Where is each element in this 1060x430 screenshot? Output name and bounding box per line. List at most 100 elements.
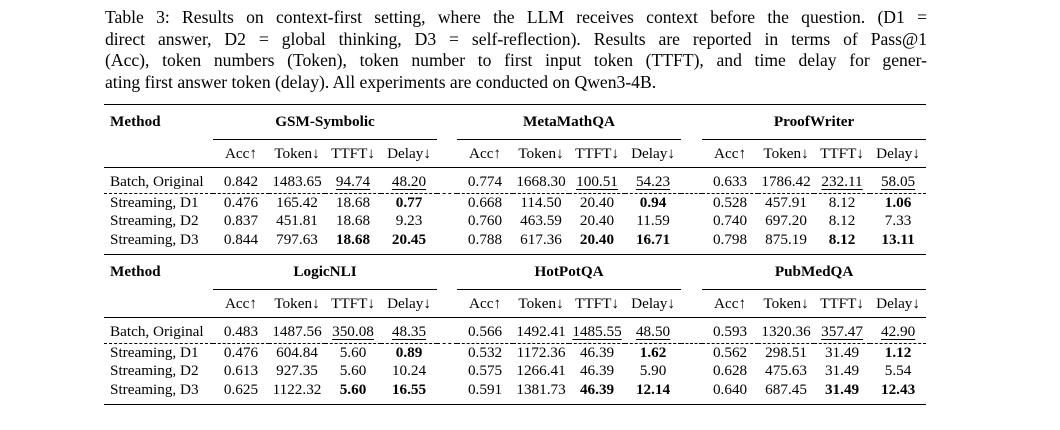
value-text: 357.47 — [821, 323, 863, 340]
column-spacer — [681, 290, 702, 318]
value-text: 687.45 — [765, 380, 807, 398]
caption-line: Table 3: Results on context-first settin… — [105, 7, 927, 27]
table-row: Streaming, D3 0.625 1122.32 5.60 16.55 0.591 1… — [104, 380, 927, 404]
column-spacer — [437, 168, 457, 194]
value-text: 797.63 — [276, 230, 318, 248]
value-cell: 94.74 — [325, 168, 381, 194]
table-row: Streaming, D3 0.844 797.63 18.68 20.45 0.788 6… — [104, 230, 927, 254]
value-cell: 0.842 — [213, 168, 269, 194]
value-cell: 10.24 — [381, 362, 437, 380]
value-text: 16.55 — [391, 380, 427, 398]
value-text: 5.60 — [339, 380, 367, 398]
value-text: 48.35 — [391, 323, 427, 340]
value-text: 0.575 — [467, 362, 503, 379]
value-text: 457.91 — [765, 194, 807, 211]
value-cell: 697.20 — [758, 212, 814, 230]
metric-header: Acc↑ — [224, 294, 258, 312]
value-cell: 0.77 — [381, 194, 437, 213]
metric-header: Token↓ — [518, 294, 564, 312]
value-cell: 0.591 — [457, 380, 513, 404]
value-cell: 5.60 — [325, 344, 381, 363]
metric-header: Token↓ — [274, 144, 320, 162]
value-cell: 0.476 — [213, 194, 269, 213]
value-text: 0.89 — [395, 344, 423, 361]
value-text: 463.59 — [520, 212, 562, 229]
value-cell: 927.35 — [269, 362, 325, 380]
value-cell: 8.12 — [814, 194, 870, 213]
value-cell: 58.05 — [870, 168, 926, 194]
value-text: 0.532 — [467, 344, 503, 361]
dataset-header-label: PubMedQA — [774, 262, 854, 280]
value-cell: 31.49 — [814, 344, 870, 363]
value-cell: 8.12 — [814, 230, 870, 254]
value-text: 475.63 — [765, 362, 807, 379]
metric-header: Token↓ — [274, 294, 320, 312]
value-text: 0.774 — [467, 173, 503, 190]
value-text: 5.90 — [639, 362, 667, 379]
metric-header: TTFT↓ — [575, 294, 619, 312]
metric-header: Acc↑ — [469, 294, 502, 312]
value-cell: 0.575 — [457, 362, 513, 380]
value-text: 1320.36 — [761, 323, 811, 340]
value-cell: 0.640 — [702, 380, 758, 404]
value-text: 0.476 — [223, 344, 259, 361]
value-text: 46.39 — [579, 344, 615, 361]
value-text: 1483.65 — [272, 173, 322, 190]
dataset-header-label: GSM-Symbolic — [275, 113, 375, 130]
value-text: 697.20 — [765, 212, 807, 229]
value-cell: 20.40 — [569, 212, 625, 230]
column-spacer — [437, 230, 457, 254]
value-text: 46.39 — [579, 362, 615, 379]
value-text: 48.20 — [391, 173, 427, 190]
value-text: 0.844 — [223, 230, 259, 248]
value-text: 617.36 — [520, 230, 562, 248]
value-text: 1266.41 — [516, 362, 566, 379]
dataset-header: LogicNLI — [213, 254, 438, 290]
value-text: 31.49 — [824, 344, 860, 361]
value-text: 42.90 — [880, 323, 916, 340]
metric-header: TTFT↓ — [331, 144, 375, 162]
value-cell: 298.51 — [758, 344, 814, 363]
value-cell: 13.11 — [870, 230, 926, 254]
value-cell: 0.628 — [702, 362, 758, 380]
value-text: 8.12 — [828, 212, 856, 229]
value-cell: 0.837 — [213, 212, 269, 230]
value-text: 10.24 — [391, 362, 427, 379]
value-text: 0.77 — [395, 194, 423, 211]
value-text: 9.23 — [395, 212, 423, 229]
value-cell: 604.84 — [269, 344, 325, 363]
metric-header: Token↓ — [518, 144, 564, 162]
value-text: 12.14 — [635, 380, 671, 398]
method-header: Method — [110, 113, 161, 131]
value-cell: 0.844 — [213, 230, 269, 254]
metric-header: Delay↓ — [876, 294, 920, 312]
value-cell: 1668.30 — [513, 168, 569, 194]
value-text: 20.40 — [579, 194, 615, 211]
metric-header: TTFT↓ — [331, 294, 375, 312]
value-text: 1381.73 — [516, 380, 566, 398]
value-text: 11.59 — [636, 212, 670, 229]
value-cell: 0.774 — [457, 168, 513, 194]
value-cell: 617.36 — [513, 230, 569, 254]
column-spacer — [437, 194, 457, 213]
value-cell: 1492.41 — [513, 318, 569, 344]
column-spacer — [437, 362, 457, 380]
value-text: 350.08 — [332, 323, 374, 340]
value-cell: 457.91 — [758, 194, 814, 213]
value-cell: 5.90 — [625, 362, 681, 380]
dataset-header-label: LogicNLI — [293, 262, 357, 280]
metric-header: Delay↓ — [631, 144, 675, 162]
value-cell: 1266.41 — [513, 362, 569, 380]
value-text: 0.842 — [223, 173, 259, 190]
value-text: 1.62 — [639, 344, 667, 361]
value-text: 0.837 — [223, 212, 259, 229]
table-row: Streaming, D2 0.837 451.81 18.68 9.23 0.760 46… — [104, 212, 926, 230]
table-row: Batch, Original 0.483 1487.56 350.08 48.35 0.… — [104, 318, 927, 344]
value-cell: 0.668 — [457, 194, 513, 213]
value-cell: 0.788 — [457, 230, 513, 254]
value-text: 13.11 — [881, 230, 915, 248]
dataset-header: PubMedQA — [702, 254, 927, 290]
value-cell: 0.562 — [702, 344, 758, 363]
method-cell: Streaming, D3 — [110, 380, 199, 398]
value-cell: 1.06 — [870, 194, 926, 213]
